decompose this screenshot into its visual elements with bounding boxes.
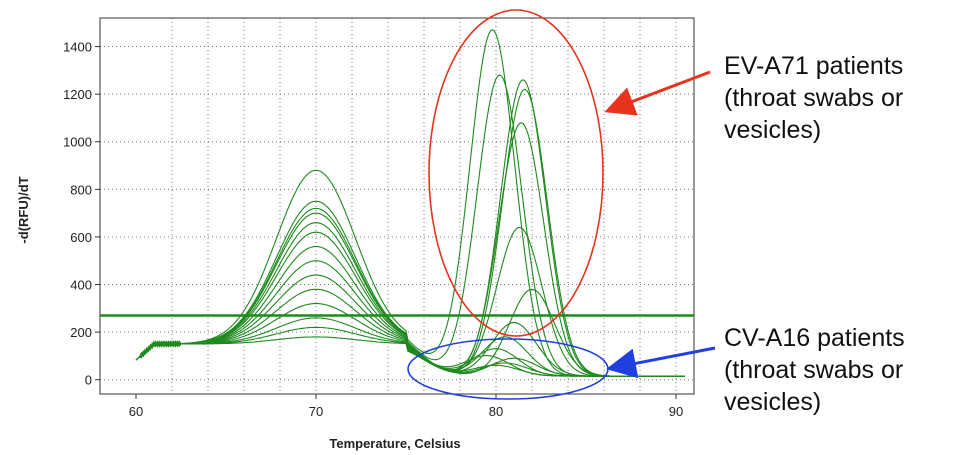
y-tick-label: 1200 [63,87,92,102]
cv-a16-highlight-ellipse [407,338,609,400]
y-tick-label: 200 [70,325,92,340]
melt-curve [135,245,685,377]
melt-curve [135,29,685,377]
y-tick-label: 400 [70,278,92,293]
cv-a16-arrow [606,346,716,379]
melt-curves [135,29,685,377]
cv-a16-annotation-line: (throat swabs or [724,356,904,384]
y-tick-label: 600 [70,230,92,245]
x-axis-ticks: 60 70 80 90 [129,394,683,419]
melt-curve [135,226,685,377]
y-axis-ticks: 0 200 400 600 800 1000 1200 1400 [63,40,100,388]
melt-curve [135,79,685,377]
plot-area [99,17,695,395]
melt-curve [135,336,685,377]
ev-a71-annotation-line: (throat swabs or [724,84,904,112]
x-tick-label: 90 [669,404,683,419]
x-tick-label: 80 [489,404,503,419]
y-tick-label: 1400 [63,40,92,55]
cv-a16-annotation: CV-A16 patients (throat swabs or vesicle… [724,322,905,418]
ev-a71-highlight-ellipse [428,9,604,337]
cv-a16-annotation-line: CV-A16 patients [724,324,905,352]
ev-a71-arrow [604,70,711,116]
ev-a71-annotation-line: EV-A71 patients [724,52,904,80]
ev-a71-annotation: EV-A71 patients (throat swabs or vesicle… [724,50,903,146]
y-tick-label: 0 [85,373,92,388]
x-tick-label: 70 [309,404,323,419]
ev-a71-annotation-line: vesicles) [724,116,822,144]
y-tick-label: 800 [70,182,92,197]
melt-curve [135,74,685,377]
melt-curve [135,88,685,377]
y-axis-title: -d(RFU)/dT [16,176,31,243]
x-tick-label: 60 [129,404,143,419]
y-tick-label: 1000 [63,135,92,150]
x-axis-title: Temperature, Celsius [329,436,460,451]
cv-a16-annotation-line: vesicles) [724,388,822,416]
